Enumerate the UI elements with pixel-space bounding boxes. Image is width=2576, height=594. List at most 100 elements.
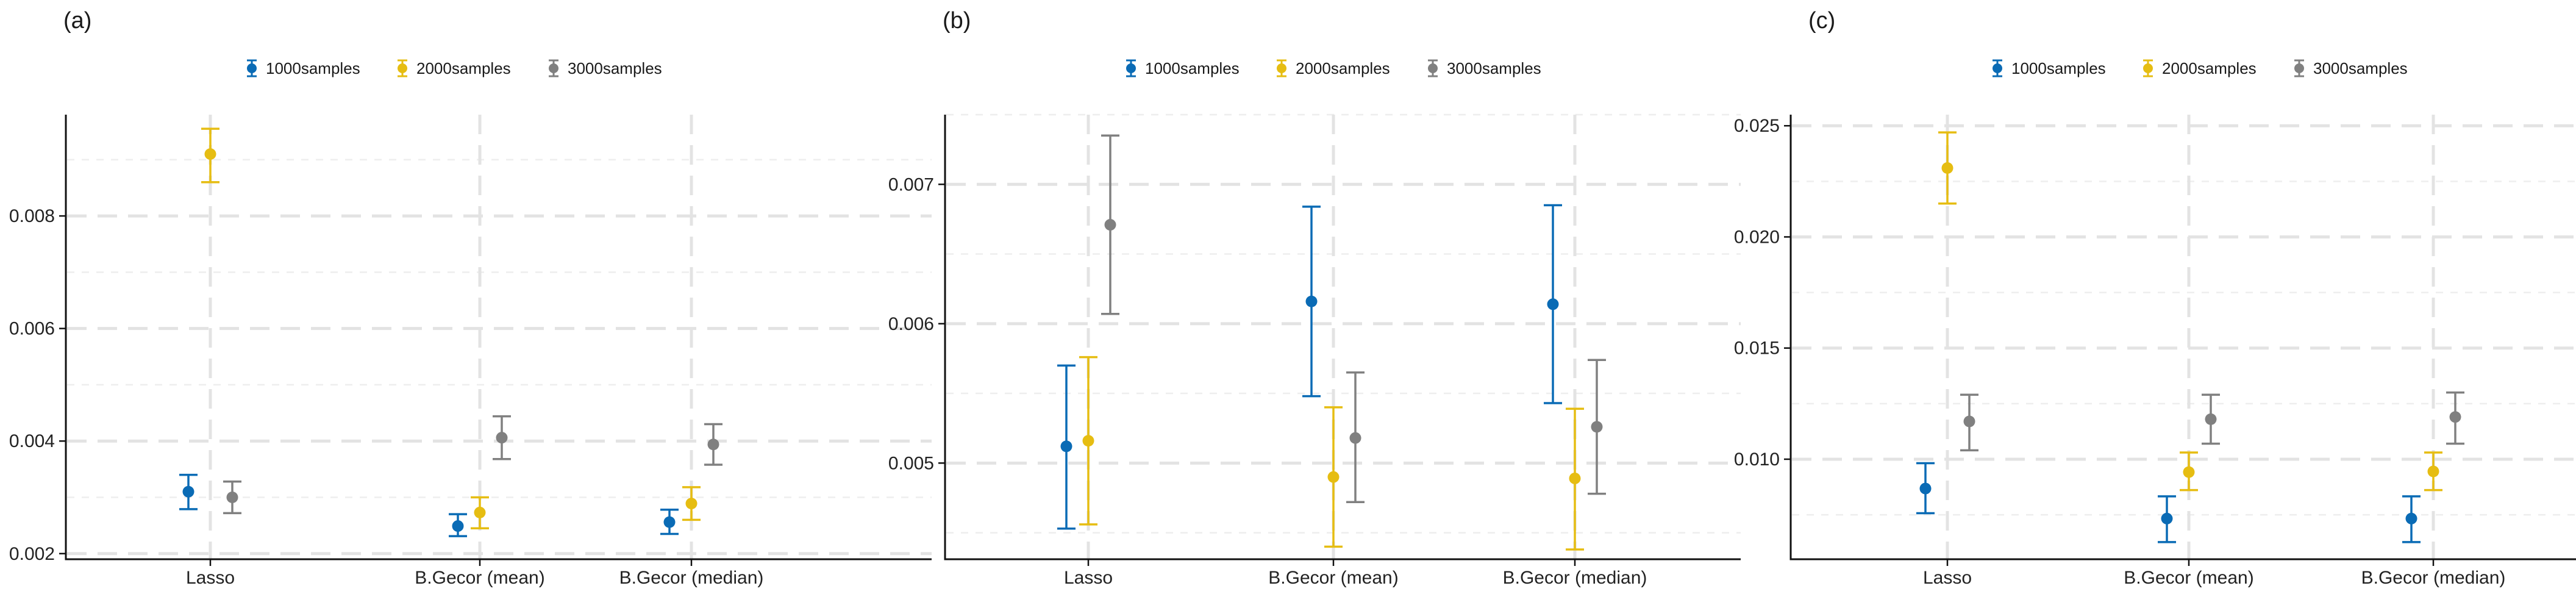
panel-b: (b) 1000samples 2000samples 3000samples … [888,8,1741,588]
panel-c: (c) 1000samples 2000samples 3000samples … [1734,8,2576,588]
legend-key-1000samples-icon [1993,59,2002,77]
panel-b-errorbars [1057,134,1606,551]
panel-b-x-label-mean: B.Gecor (mean) [1268,568,1398,588]
panel-b-legend-item-2000[interactable]: 2000samples [1277,59,1390,77]
panel-b-point-2000samples-b-gecor-median[interactable] [1569,472,1581,484]
panel-a-point-1000samples-b-gecor-mean[interactable] [452,520,464,532]
panel-a-y-tick-label-0: 0.002 [9,544,55,564]
panel-b-legend-item-3000[interactable]: 3000samples [1428,59,1541,77]
panel-c-plot: 0.010 0.015 0.020 0.025 Lasso B.Gecor (mean… [1734,115,2576,588]
panel-a-x-label-median: B.Gecor (median) [619,568,764,588]
panel-a-legend-label-3000: 3000samples [568,59,662,77]
legend-key-2000samples-icon [1277,59,1286,77]
panel-b-point-3000samples-b-gecor-median[interactable] [1591,421,1603,433]
panel-a-point-3000samples-b-gecor-mean[interactable] [496,432,508,444]
panel-a-x-ticks: Lasso B.Gecor (mean) B.Gecor (median) [186,559,763,588]
panel-c-point-2000samples-lasso[interactable] [1941,162,1953,174]
panel-a-legend-item-1000[interactable]: 1000samples [247,59,360,77]
legend-key-3000samples-icon [1428,59,1438,77]
legend-key-1000samples-icon [247,59,257,77]
legend-key-2000samples-icon [398,59,407,77]
panel-b-y-tick-label-0: 0.005 [888,453,934,473]
panel-c-point-2000samples-b-gecor-mean[interactable] [2183,466,2195,478]
panel-a-y-tick-label-1: 0.004 [9,431,55,451]
panel-c-x-ticks: Lasso B.Gecor (mean) B.Gecor (median) [1923,559,2505,588]
panel-c-x-label-lasso: Lasso [1923,568,1972,588]
panel-b-legend-label-1000: 1000samples [1145,59,1240,77]
panel-c-legend-label-2000: 2000samples [2162,59,2257,77]
panel-a-errorbars [179,127,722,537]
panel-a-legend-item-3000[interactable]: 3000samples [549,59,662,77]
panel-b-x-ticks: Lasso B.Gecor (mean) B.Gecor (median) [1064,559,1647,588]
panel-c-y-ticks: 0.010 0.015 0.020 0.025 [1734,116,1791,470]
panel-a-point-3000samples-lasso[interactable] [226,491,238,503]
panel-b-point-1000samples-lasso[interactable] [1060,440,1072,453]
panel-c-legend-item-2000[interactable]: 2000samples [2143,59,2257,77]
panel-c-axes [1789,115,2576,560]
panel-b-point-2000samples-lasso[interactable] [1082,435,1094,447]
panel-a-point-1000samples-lasso[interactable] [182,485,194,498]
panel-b-legend-label-2000: 2000samples [1296,59,1390,77]
panel-a-y-tick-label-2: 0.006 [9,319,55,339]
panel-a-point-3000samples-b-gecor-median[interactable] [707,438,719,451]
panel-c-gridlines [1792,115,2576,559]
panel-b-legend: 1000samples 2000samples 3000samples [1126,59,1541,77]
legend-key-3000samples-icon [549,59,558,77]
panel-c-x-label-mean: B.Gecor (mean) [2124,568,2253,588]
panel-a-plot: 0.002 0.004 0.006 0.008 Lasso B.Gecor (mean… [9,115,932,588]
panel-c-point-1000samples-b-gecor-median[interactable] [2405,512,2417,524]
panel-a-point-2000samples-b-gecor-median[interactable] [685,498,698,510]
panel-b-legend-item-1000[interactable]: 1000samples [1126,59,1240,77]
panel-a-point-2000samples-lasso[interactable] [204,148,216,160]
panel-a-label: (a) [63,8,91,34]
panel-a-point-1000samples-b-gecor-median[interactable] [663,516,676,528]
panel-a-legend-item-2000[interactable]: 2000samples [398,59,511,77]
panel-c-label: (c) [1808,8,1835,34]
panel-b-y-ticks: 0.005 0.006 0.007 [888,174,945,473]
panel-c-y-tick-label-0: 0.010 [1734,449,1780,470]
panel-a-x-label-lasso: Lasso [186,568,235,588]
panel-c-legend: 1000samples 2000samples 3000samples [1993,59,2408,77]
panel-b-axes [944,115,1741,560]
legend-key-1000samples-icon [1126,59,1136,77]
panel-b-x-label-lasso: Lasso [1064,568,1113,588]
panel-c-legend-label-3000: 3000samples [2313,59,2408,77]
panel-b-point-2000samples-b-gecor-mean[interactable] [1327,471,1340,483]
panel-c-y-tick-label-2: 0.020 [1734,227,1780,247]
panel-c-point-2000samples-b-gecor-median[interactable] [2427,465,2439,478]
panel-b-point-3000samples-b-gecor-mean[interactable] [1349,432,1361,444]
panel-a-points [182,148,719,532]
panel-a-legend-label-2000: 2000samples [416,59,511,77]
panel-a-legend: 1000samples 2000samples 3000samples [247,59,662,77]
panel-a-y-ticks: 0.002 0.004 0.006 0.008 [9,206,66,564]
panel-a-x-label-mean: B.Gecor (mean) [415,568,544,588]
panel-b-point-1000samples-b-gecor-median[interactable] [1547,298,1559,310]
panel-a: (a) 1000samples 2000samples 3000samples … [9,8,932,588]
panel-a-point-2000samples-b-gecor-mean[interactable] [474,506,486,518]
panel-c-legend-item-3000[interactable]: 3000samples [2294,59,2408,77]
panel-b-gridlines [946,113,1741,559]
panel-c-point-1000samples-lasso[interactable] [1919,482,1932,495]
panel-c-legend-label-1000: 1000samples [2011,59,2106,77]
panel-c-point-3000samples-b-gecor-median[interactable] [2449,411,2461,423]
panel-c-point-3000samples-lasso[interactable] [1963,415,1975,428]
panel-b-point-1000samples-b-gecor-mean[interactable] [1305,295,1318,307]
panel-c-legend-item-1000[interactable]: 1000samples [1993,59,2106,77]
legend-key-3000samples-icon [2294,59,2304,77]
panel-b-point-3000samples-lasso[interactable] [1104,219,1116,231]
panel-c-point-3000samples-b-gecor-mean[interactable] [2205,413,2217,425]
panel-b-y-tick-label-1: 0.006 [888,314,934,334]
panel-b-legend-label-3000: 3000samples [1447,59,1541,77]
panel-a-gridlines [67,115,932,559]
panel-b-label: (b) [943,8,971,34]
legend-key-2000samples-icon [2143,59,2153,77]
panel-a-y-tick-label-3: 0.008 [9,206,55,226]
panel-b-points [1060,219,1603,484]
panel-c-points [1919,162,2461,524]
panel-c-point-1000samples-b-gecor-mean[interactable] [2161,512,2173,524]
panel-b-y-tick-label-2: 0.007 [888,174,934,195]
panel-a-axes [65,115,932,560]
panel-c-y-tick-label-1: 0.015 [1734,338,1780,359]
panel-c-x-label-median: B.Gecor (median) [2361,568,2506,588]
